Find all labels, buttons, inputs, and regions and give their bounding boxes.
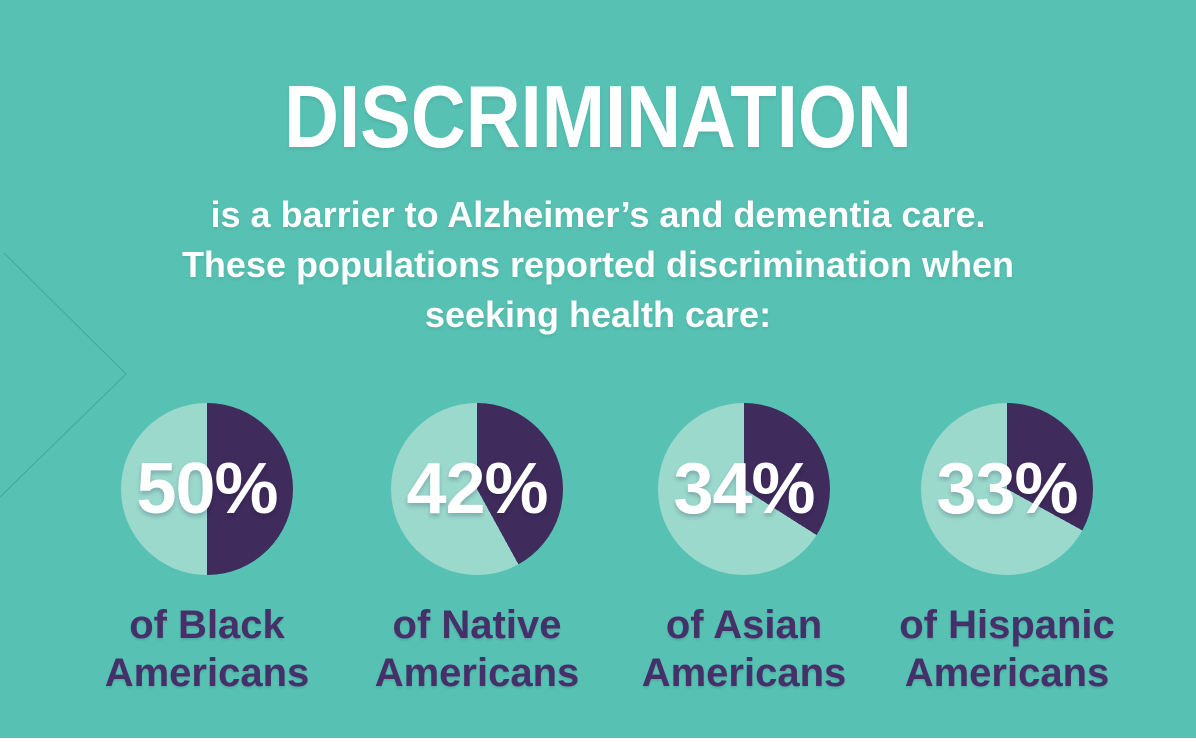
percent-label: 34% <box>673 449 815 529</box>
pie-chart-native-americans: 42% <box>391 403 563 575</box>
group-label-line2: Americans <box>641 651 847 695</box>
group-label-line2: Americans <box>374 651 580 695</box>
page-title: DISCRIMINATION <box>284 68 912 167</box>
group-label-line1: of Hispanic <box>899 603 1115 647</box>
group-label: of Asian Americans <box>624 601 864 697</box>
group-label: of Black Americans <box>87 601 327 697</box>
pie-block-black-americans: 50% of Black Americans <box>87 403 327 697</box>
subtitle-line-2: These populations reported discriminatio… <box>181 244 1015 285</box>
subtitle: is a barrier to Alzheimer’s and dementia… <box>0 190 1196 340</box>
group-label-line2: Americans <box>104 651 310 695</box>
subtitle-line-3: seeking health care: <box>424 294 772 335</box>
pie-block-native-americans: 42% of Native Americans <box>357 403 597 697</box>
group-label: of Native Americans <box>357 601 597 697</box>
group-label-line1: of Native <box>392 603 562 647</box>
pie-chart-black-americans: 50% <box>121 403 293 575</box>
percent-label: 33% <box>936 449 1078 529</box>
subtitle-line-1: is a barrier to Alzheimer’s and dementia… <box>210 194 986 235</box>
percent-label: 42% <box>406 449 548 529</box>
bottom-divider <box>0 738 1196 742</box>
pie-block-hispanic-americans: 33% of Hispanic Americans <box>887 403 1127 697</box>
group-label-line1: of Asian <box>665 603 823 647</box>
group-label: of Hispanic Americans <box>887 601 1127 697</box>
percent-label: 50% <box>136 449 278 529</box>
pie-chart-hispanic-americans: 33% <box>921 403 1093 575</box>
pie-chart-asian-americans: 34% <box>658 403 830 575</box>
group-label-line2: Americans <box>904 651 1110 695</box>
pie-block-asian-americans: 34% of Asian Americans <box>624 403 864 697</box>
group-label-line1: of Black <box>129 603 285 647</box>
